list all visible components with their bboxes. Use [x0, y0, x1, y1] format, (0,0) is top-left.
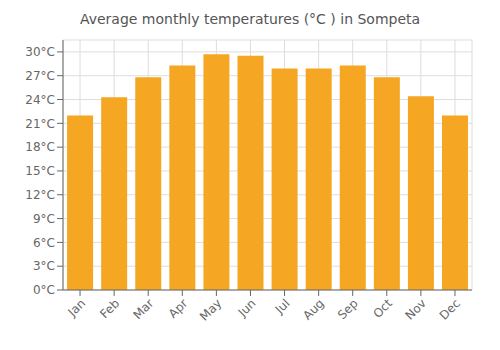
svg-text:18°C: 18°C: [25, 140, 55, 154]
svg-text:Jun: Jun: [235, 296, 259, 320]
svg-text:Oct: Oct: [370, 296, 395, 321]
html-text:Average monthly temperatures (: Average monthly temperatures (°C ) in So…: [79, 11, 421, 27]
svg-text:Mar: Mar: [130, 296, 156, 322]
svg-text:May: May: [197, 296, 224, 323]
svg-text:9°C: 9°C: [33, 212, 55, 226]
svg-text:Jan: Jan: [64, 296, 88, 320]
svg-text:30°C: 30°C: [25, 45, 55, 59]
svg-text:0°C: 0°C: [33, 283, 55, 297]
svg-text:3°C: 3°C: [33, 259, 55, 273]
svg-text:12°C: 12°C: [25, 188, 55, 202]
svg-text:Aug: Aug: [300, 296, 326, 322]
svg-text:15°C: 15°C: [25, 164, 55, 178]
svg-text:27°C: 27°C: [25, 69, 55, 83]
svg-text:Sep: Sep: [335, 296, 361, 322]
svg-text:6°C: 6°C: [33, 236, 55, 250]
svg-text:24°C: 24°C: [25, 93, 55, 107]
svg-text:Dec: Dec: [437, 296, 463, 322]
svg-text:Apr: Apr: [166, 296, 191, 321]
svg-text:21°C: 21°C: [25, 117, 55, 131]
svg-text:Jul: Jul: [272, 296, 293, 317]
svg-text:Nov: Nov: [403, 296, 429, 322]
svg-text:Feb: Feb: [97, 296, 122, 321]
